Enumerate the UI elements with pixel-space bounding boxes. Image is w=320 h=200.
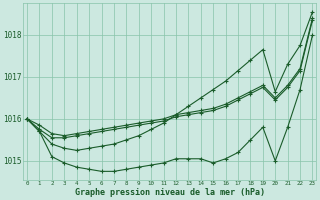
- X-axis label: Graphe pression niveau de la mer (hPa): Graphe pression niveau de la mer (hPa): [75, 188, 265, 197]
